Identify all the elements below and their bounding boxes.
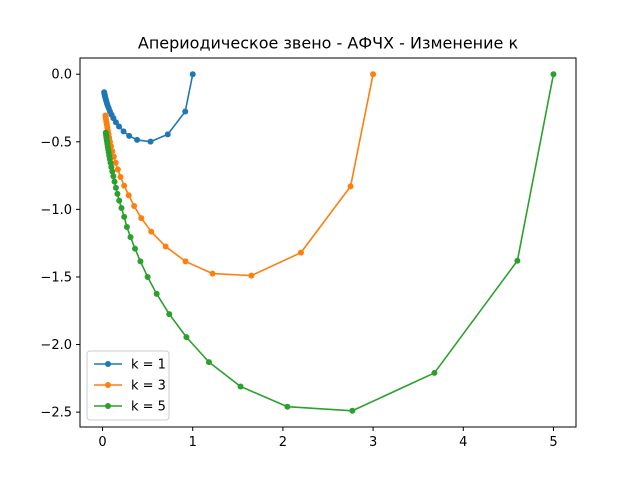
data-point	[148, 228, 155, 235]
data-point	[118, 205, 125, 212]
data-point	[166, 311, 173, 318]
legend-item: k = 5	[94, 400, 166, 415]
data-point	[164, 131, 171, 138]
legend-label: k = 5	[131, 400, 166, 415]
legend-marker	[105, 382, 111, 388]
data-point	[125, 192, 132, 199]
data-point	[121, 213, 128, 220]
legend-item: k = 3	[94, 379, 166, 394]
x-tick-label: 4	[459, 435, 467, 450]
data-point	[111, 178, 118, 185]
legend-label: k = 3	[131, 379, 166, 394]
data-point	[284, 403, 291, 410]
data-point	[131, 203, 138, 210]
data-point	[112, 184, 119, 191]
data-point	[205, 359, 212, 366]
data-point	[137, 258, 144, 265]
series-2	[102, 71, 377, 279]
data-point	[182, 108, 189, 115]
legend-item: k = 1	[94, 358, 166, 373]
legend-label: k = 1	[131, 358, 166, 373]
x-tick-label: 2	[279, 435, 287, 450]
series-layer	[101, 71, 557, 414]
data-point	[127, 234, 134, 241]
y-axis: 0.0 −0.5 −1.0 −1.5 −2.0 −2.5	[40, 68, 80, 421]
x-tick-label: 5	[549, 435, 557, 450]
y-tick-label: −2.0	[40, 338, 72, 353]
series-3	[102, 71, 557, 414]
data-point	[347, 183, 354, 190]
y-tick-label: 0.0	[51, 68, 72, 83]
data-point	[117, 173, 124, 180]
x-tick-label: 0	[98, 435, 106, 450]
data-point	[183, 334, 190, 341]
data-point	[116, 197, 123, 204]
x-tick-label: 3	[369, 435, 377, 450]
chart-title: Апериодическое звено - АФЧХ - Изменение …	[138, 34, 519, 53]
axes-frame	[79, 57, 577, 428]
legend-marker	[105, 403, 111, 409]
data-point	[248, 272, 255, 279]
y-tick-label: −2.5	[40, 406, 72, 421]
series-line	[104, 74, 374, 277]
y-tick-label: −1.0	[40, 203, 72, 218]
y-tick-label: −0.5	[40, 135, 72, 150]
data-point	[514, 257, 521, 264]
x-tick-label: 1	[189, 435, 197, 450]
data-point	[109, 168, 116, 175]
data-point	[114, 166, 121, 173]
data-point	[121, 182, 128, 189]
data-point	[138, 215, 145, 222]
data-point	[126, 132, 133, 139]
data-point	[297, 249, 304, 256]
data-point	[147, 138, 154, 145]
data-point	[153, 290, 160, 297]
data-point	[116, 123, 123, 130]
data-point	[101, 89, 108, 96]
data-point	[110, 173, 117, 180]
series-line	[103, 74, 194, 143]
data-point	[370, 71, 377, 78]
data-point	[112, 159, 119, 166]
data-point	[209, 270, 216, 277]
legend-marker	[105, 361, 111, 367]
data-point	[237, 383, 244, 390]
data-point	[114, 190, 121, 197]
x-axis: 0 1 2 3 4 5	[98, 427, 558, 450]
data-point	[132, 245, 139, 252]
data-point	[182, 258, 189, 265]
data-point	[431, 369, 438, 376]
data-point	[144, 273, 151, 280]
data-point	[162, 243, 169, 250]
data-point	[102, 129, 109, 136]
y-tick-label: −1.5	[40, 270, 72, 285]
series-line	[104, 74, 555, 412]
data-point	[120, 128, 127, 135]
data-point	[102, 112, 109, 119]
series-1	[101, 71, 196, 145]
data-point	[189, 71, 196, 78]
data-point	[134, 136, 141, 143]
data-point	[123, 223, 130, 230]
legend: k = 1 k = 3 k = 5	[86, 350, 170, 421]
legend-box	[86, 350, 170, 421]
data-point	[550, 71, 557, 78]
data-point	[349, 407, 356, 414]
